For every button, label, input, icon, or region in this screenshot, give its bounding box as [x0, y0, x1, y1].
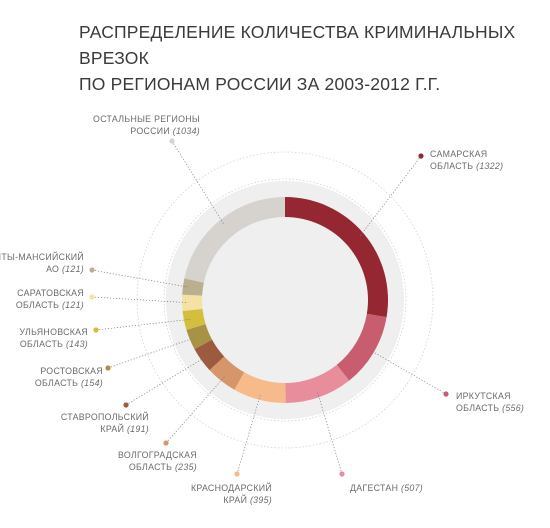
value-ханты-мансийский-ао: (121): [62, 264, 84, 274]
slice-дагестан: [285, 364, 350, 403]
value-краснодарский-край: (395): [250, 495, 272, 505]
label-остальные-регионы-россии: ОСТАЛЬНЫЕ РЕГИОНЫ РОССИИ (1034): [93, 114, 200, 136]
slice-самарская-область: [285, 197, 388, 318]
leader-line-волгоградская-область: [165, 375, 226, 444]
leader-line-ульяновская-область: [95, 319, 190, 331]
label-dot-краснодарский-край: [234, 471, 240, 477]
label-ростовская-область: РОСТОВСКАЯ ОБЛАСТЬ (154): [35, 366, 103, 388]
leader-line-ростовская-область: [107, 337, 196, 369]
leader-lines: [89, 138, 449, 477]
slice-краснодарский-край: [234, 372, 286, 403]
label-ульяновская-область: УЛЬЯНОВСКАЯ ОБЛАСТЬ (143): [19, 327, 88, 349]
inner-guide-ring: [163, 178, 407, 422]
value-остальные-регионы-россии: (1034): [173, 126, 200, 136]
value-иркутская-область: (556): [502, 403, 524, 413]
label-dot-ульяновская-область: [93, 327, 99, 333]
value-волгоградская-область: (235): [175, 462, 197, 472]
slice-ставропольский-край: [194, 339, 225, 371]
leader-line-саратовская-область: [91, 296, 189, 303]
chart-title-line-2: ПО РЕГИОНАМ РОССИИ ЗА 2003-2012 Г.Г.: [79, 74, 441, 94]
label-dot-иркутская-область: [443, 391, 449, 397]
leader-line-ставропольский-край: [125, 356, 207, 406]
leader-line-ханты-мансийский-ао: [91, 269, 189, 288]
label-дагестан: ДАГЕСТАН (507): [350, 483, 423, 493]
leader-line-краснодарский-край: [236, 393, 261, 475]
label-саратовская-область: САРАТОВСКАЯ ОБЛАСТЬ (121): [16, 288, 84, 310]
value-самарская-область: (1322): [476, 161, 503, 171]
label-краснодарский-край: КРАСНОДАРСКИЙ КРАЙ (395): [191, 482, 272, 505]
chart-title-line-1: РАСПРЕДЕЛЕНИЕ КОЛИЧЕСТВА КРИМИНАЛЬНЫХ ВР…: [79, 22, 516, 68]
chart-title: РАСПРЕДЕЛЕНИЕ КОЛИЧЕСТВА КРИМИНАЛЬНЫХ ВР…: [79, 19, 539, 97]
label-волгоградская-область: ВОЛГОГРАДСКАЯ ОБЛАСТЬ (235): [118, 450, 197, 472]
slice-ульяновская-область: [182, 308, 206, 330]
value-дагестан: (507): [401, 483, 423, 493]
value-ульяновская-область: (143): [66, 339, 88, 349]
leader-line-самарская-область: [358, 155, 422, 238]
label-dot-ханты-мансийский-ао: [89, 267, 95, 273]
slice-ханты-мансийский-ао: [182, 278, 204, 296]
slice-ростовская-область: [186, 324, 213, 350]
label-иркутская-область: ИРКУТСКАЯ ОБЛАСТЬ (556): [456, 391, 524, 413]
value-саратовская-область: (121): [62, 300, 84, 310]
label-dot-ставропольский-край: [123, 402, 129, 408]
label-dot-дагестан: [339, 471, 345, 477]
leader-line-остальные-регионы-россии: [171, 140, 225, 225]
label-dot-остальные-регионы-россии: [169, 138, 175, 144]
label-ставропольский-край: СТАВРОПОЛЬСКИЙ КРАЙ (191): [61, 411, 149, 434]
slice-саратовская-область: [182, 294, 203, 311]
slice-остальные-регионы-россии: [184, 197, 285, 283]
leader-line-иркутская-область: [368, 348, 447, 395]
value-ставропольский-край: (191): [127, 424, 149, 434]
outer-guide-ring: [136, 151, 434, 449]
donut-slices: [182, 197, 388, 403]
label-dot-самарская-область: [418, 153, 424, 159]
label-dot-саратовская-область: [89, 294, 95, 300]
label-самарская-область: САМАРСКАЯ ОБЛАСТЬ (1322): [430, 149, 503, 171]
label-dot-ростовская-область: [105, 365, 111, 371]
label-dot-волгоградская-область: [163, 440, 169, 446]
leader-line-дагестан: [316, 391, 343, 475]
slice-волгоградская-область: [209, 356, 245, 390]
value-ростовская-область: (154): [81, 378, 103, 388]
slice-иркутская-область: [336, 313, 387, 381]
slice-labels: САМАРСКАЯ ОБЛАСТЬ (1322) ИРКУТСКАЯ ОБЛАСТЬ …: [0, 114, 524, 505]
